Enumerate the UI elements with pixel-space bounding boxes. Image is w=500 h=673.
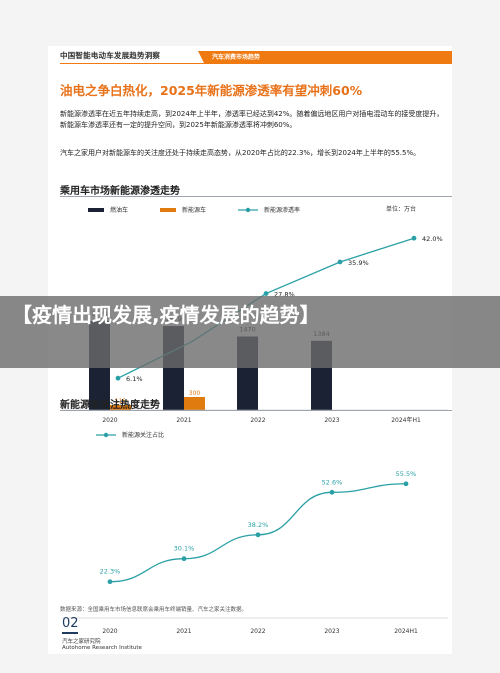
legend-nev-swatch xyxy=(160,207,177,212)
chart2-x-label-2022: 2022 xyxy=(250,628,265,635)
attention-label-2022: 38.2% xyxy=(248,521,269,529)
chart2-x-label-2024H1: 2024H1 xyxy=(394,628,418,635)
chart1-title: 乘用车市场新能源渗透走势 xyxy=(60,186,180,197)
chart2-x-label-2023: 2023 xyxy=(324,628,339,635)
chart2-svg: 22.3% 2020 30.1% 2021 38.2% 2022 52.6% 2023 55.5… xyxy=(62,470,448,635)
paragraph-2: 汽车之家用户对新能源车的关注度还处于持续走高态势，从2020年占比的22.3%，… xyxy=(60,149,421,157)
attention-label-2021: 30.1% xyxy=(174,545,195,553)
org-name-en: Autohome Research Institute xyxy=(62,645,142,651)
nev-bar-label-2020: 115 xyxy=(115,398,127,405)
nev-bar-label-2021: 300 xyxy=(189,390,201,397)
legend-attention-label: 新能源关注占比 xyxy=(122,432,165,439)
penetration-point-2023 xyxy=(337,259,343,265)
chart1-x-label-2024年H1: 2024年H1 xyxy=(391,416,421,424)
legend-rate-swatch xyxy=(238,207,259,212)
attention-point-2024H1 xyxy=(403,481,409,487)
penetration-label-2024年H1: 42.0% xyxy=(422,235,443,243)
attention-point-2023 xyxy=(329,489,335,495)
legend-nev-label: 新能源车 xyxy=(182,207,207,214)
attention-point-2020 xyxy=(107,579,113,585)
attention-point-2021 xyxy=(181,556,187,562)
chart2-legend: 新能源关注占比 xyxy=(96,430,164,439)
page-number-underline xyxy=(62,632,78,634)
section-tag-label: 汽车消费市场趋势 xyxy=(212,54,261,61)
chart1-divider xyxy=(60,196,452,197)
chart1-x-label-2021: 2021 xyxy=(176,417,191,424)
data-source-note: 数据来源：全国乘用车市场信息联席会乘用车终端销量、汽车之家关注数据。 xyxy=(60,607,248,613)
chart2-x-label-2021: 2021 xyxy=(176,628,191,635)
page-number: 02 xyxy=(62,616,79,631)
legend-fuel-swatch xyxy=(88,207,104,212)
chart2-divider xyxy=(60,410,452,411)
penetration-point-2020 xyxy=(115,375,121,381)
attention-point-2022 xyxy=(255,532,261,538)
nev-bar-2020 xyxy=(110,405,131,410)
section-tag: 汽车消费市场趋势 xyxy=(198,51,452,63)
headline: 油电之争白热化，2025年新能源渗透率有望冲刺60% xyxy=(60,83,363,98)
penetration-label-2020: 6.1% xyxy=(126,375,143,383)
overlay-banner-text: 【疫情出现发展,疫情发展的趋势】 xyxy=(12,303,320,327)
penetration-point-2024年H1 xyxy=(411,235,417,241)
chart1-legend: 燃油车 新能源车 新能源渗透率 xyxy=(88,205,300,214)
chart1-x-label-2023: 2023 xyxy=(324,417,339,424)
attention-label-2024H1: 55.5% xyxy=(396,470,417,478)
penetration-label-2022: 27.8% xyxy=(274,291,295,299)
legend-rate-label: 新能源渗透率 xyxy=(264,207,301,214)
paragraph-1: 新能源渗透率在近五年持续走高，到2024年上半年，渗透率已经达到42%。随着偏远… xyxy=(60,110,444,129)
chart1-unit: 单位：万台 xyxy=(386,206,417,213)
header-divider xyxy=(60,63,452,64)
attention-label-2023: 52.6% xyxy=(322,478,343,486)
chart1-x-label-2022: 2022 xyxy=(250,417,265,424)
penetration-point-2022 xyxy=(263,291,269,296)
org-name-cn: 汽车之家研究院 xyxy=(62,639,101,645)
legend-fuel-label: 燃油车 xyxy=(110,207,129,214)
legend-attention-swatch xyxy=(96,432,116,437)
chart1-x-label-2020: 2020 xyxy=(102,417,117,424)
nev-bar-2021 xyxy=(184,397,205,410)
chart2-title: 新能源车关注热度走势 xyxy=(60,400,160,411)
penetration-label-2023: 35.9% xyxy=(348,259,369,267)
report-title: 中国智能电动车发展趋势洞察 xyxy=(60,51,161,60)
attention-label-2020: 22.3% xyxy=(100,568,121,576)
chart2-x-label-2020: 2020 xyxy=(102,628,117,635)
overlay-banner: 【疫情出现发展,疫情发展的趋势】 xyxy=(0,296,500,368)
